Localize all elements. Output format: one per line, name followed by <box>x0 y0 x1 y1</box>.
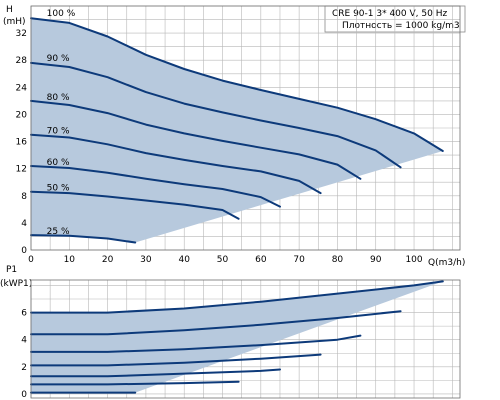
plot-frame <box>30 5 461 251</box>
curve-speed-label: 100 % <box>47 9 76 19</box>
pump-model-label: CRE 90-1 3* 400 V, 50 Hz <box>332 9 447 19</box>
curve-speed-label: 25 % <box>47 227 70 237</box>
series-line <box>30 165 281 208</box>
series-line <box>30 310 402 336</box>
x-tick-label: 20 <box>102 255 114 265</box>
operating-area-fill <box>31 18 443 243</box>
series-line <box>30 280 444 314</box>
curve-speed-label: 60 % <box>47 158 70 168</box>
y-tick-label: 32 <box>16 29 27 39</box>
y-tick-label: 2 <box>21 363 27 373</box>
y-axis-unit-p1: (kWP1) <box>0 279 32 289</box>
x-tick-label: 100 <box>405 255 422 265</box>
density-label: Плотность = 1000 kg/m3 <box>342 21 460 31</box>
curve-speed-label: 70 % <box>47 127 70 137</box>
y-tick-label: 4 <box>21 219 27 229</box>
y-tick-label: 0 <box>21 390 27 400</box>
x-axis-label: Q(m3/h) <box>428 258 465 268</box>
y-axis-label-h: H <box>6 5 13 15</box>
x-tick-label: 50 <box>217 255 229 265</box>
curve-speed-label: 50 % <box>47 184 70 194</box>
series-line <box>30 334 362 353</box>
y-tick-label: 12 <box>16 165 27 175</box>
x-tick-label: 40 <box>178 255 190 265</box>
plot-frame <box>30 279 461 399</box>
x-tick-label: 30 <box>140 255 152 265</box>
series-line <box>30 190 240 220</box>
series-line <box>30 234 137 244</box>
y-tick-label: 0 <box>21 246 27 256</box>
head-curve-panel: H (mH) CRE 90-1 3* 400 V, 50 Hz Плотност… <box>3 5 466 268</box>
series-line <box>30 380 240 386</box>
x-tick-label: 70 <box>293 255 305 265</box>
series-line <box>30 17 444 152</box>
x-tick-label: 0 <box>28 255 34 265</box>
power-curve-panel: P1 (kWP1) 0 2 4 6 <box>0 265 461 400</box>
y-tick-label: 24 <box>16 83 28 93</box>
y-axis-unit-h: (mH) <box>3 17 26 27</box>
curve-speed-label: 80 % <box>47 93 70 103</box>
x-tick-label: 80 <box>332 255 344 265</box>
series-line <box>30 368 281 378</box>
y-tick-label: 6 <box>21 309 27 319</box>
x-tick-label: 60 <box>255 255 267 265</box>
y-tick-label: 8 <box>21 192 27 202</box>
x-tick-label: 90 <box>370 255 382 265</box>
series-line <box>30 133 322 195</box>
curve-speed-label: 90 % <box>47 54 70 64</box>
series-line <box>30 353 322 367</box>
series-line <box>30 99 362 180</box>
y-tick-label: 28 <box>16 56 28 66</box>
y-tick-label: 20 <box>16 110 28 120</box>
y-tick-label: 4 <box>21 336 27 346</box>
series-line <box>30 61 402 169</box>
x-tick-label: 10 <box>64 255 76 265</box>
y-axis-label-p1: P1 <box>6 265 17 275</box>
y-tick-label: 16 <box>16 138 28 148</box>
